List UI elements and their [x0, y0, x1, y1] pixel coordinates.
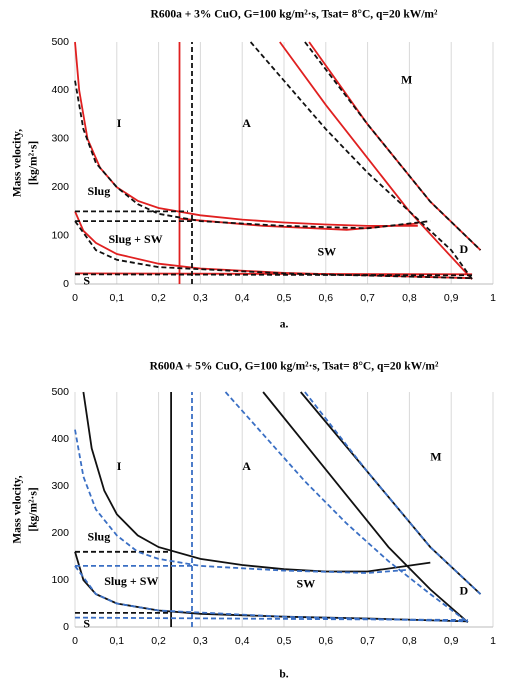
x-tick-label: 0	[72, 635, 78, 647]
x-tick-label: 0,1	[109, 635, 124, 647]
chart-title: R600a + 3% CuO, G=100 kg/m²·s, Tsat= 8°C…	[151, 9, 438, 21]
y-tick-label: 500	[51, 386, 69, 398]
y-tick-label: 100	[51, 574, 69, 586]
region-label: I	[117, 459, 122, 473]
region-label: D	[460, 584, 469, 598]
x-tick-label: 0,2	[151, 292, 166, 304]
x-tick-label: 0,3	[193, 635, 208, 647]
caption: b.	[279, 669, 288, 681]
curve	[224, 391, 469, 624]
x-tick-label: 0,6	[318, 292, 333, 304]
y-tick-label: 300	[51, 480, 69, 492]
x-tick-label: 0,1	[109, 292, 124, 304]
region-label: Slug + SW	[104, 574, 158, 588]
x-tick-label: 0,7	[360, 635, 375, 647]
curve	[179, 217, 418, 231]
curve	[74, 80, 431, 230]
y-tick-label: 400	[51, 84, 69, 96]
region-label: SW	[317, 244, 336, 258]
curve	[262, 391, 469, 623]
x-tick-label: 0	[72, 292, 78, 304]
region-label: SW	[297, 576, 316, 590]
curve	[82, 391, 431, 573]
y-tick-label: 400	[51, 433, 69, 445]
curve	[74, 220, 473, 280]
curve	[74, 616, 468, 621]
y-tick-label: 500	[51, 36, 69, 48]
x-tick-label: 0,9	[444, 635, 459, 647]
curve	[74, 272, 473, 276]
y-axis-label: Mass velocity,	[12, 129, 24, 197]
x-tick-label: 0,5	[277, 292, 292, 304]
y-tick-label: 200	[51, 181, 69, 193]
x-tick-label: 0,4	[235, 635, 250, 647]
x-tick-label: 0,4	[235, 292, 250, 304]
region-label: I	[117, 116, 122, 130]
y-tick-label: 200	[51, 527, 69, 539]
x-tick-label: 0,2	[151, 635, 166, 647]
x-tick-label: 0,8	[402, 292, 417, 304]
region-label: A	[242, 116, 251, 130]
curve	[308, 41, 482, 251]
x-tick-label: 0,3	[193, 292, 208, 304]
x-tick-label: 0,7	[360, 292, 375, 304]
region-label: D	[460, 242, 469, 256]
y-tick-label: 300	[51, 133, 69, 145]
curve	[74, 429, 410, 574]
y-tick-label: 100	[51, 229, 69, 241]
curve	[304, 391, 482, 595]
region-label: Slug + SW	[108, 232, 162, 246]
region-label: Slug	[88, 184, 111, 198]
x-tick-label: 0,9	[444, 292, 459, 304]
chart-title: R600A + 5% CuO, G=100 kg/m²·s, Tsat= 8°C…	[150, 361, 439, 373]
x-tick-label: 0,5	[277, 635, 292, 647]
y-tick-label: 0	[63, 621, 69, 633]
curve	[74, 565, 468, 623]
x-tick-label: 1	[490, 635, 496, 647]
curve	[74, 41, 418, 227]
region-label: A	[242, 459, 251, 473]
region-label: S	[83, 273, 90, 287]
x-tick-label: 0,8	[402, 635, 417, 647]
x-tick-label: 0,6	[318, 635, 333, 647]
y-axis-label: [kg/m²·s]	[28, 487, 40, 531]
y-axis-label: Mass velocity,	[12, 475, 24, 543]
region-label: S	[83, 616, 90, 630]
region-label: Slug	[88, 529, 111, 543]
x-tick-label: 1	[490, 292, 496, 304]
caption: a.	[280, 319, 289, 331]
curve	[304, 41, 482, 251]
region-label: M	[430, 450, 441, 464]
curve	[300, 391, 482, 595]
curve	[279, 41, 473, 280]
region-label: M	[401, 72, 412, 86]
curve	[74, 273, 473, 277]
y-tick-label: 0	[63, 278, 69, 290]
curve	[249, 41, 473, 280]
y-axis-label: [kg/m²·s]	[28, 141, 40, 185]
